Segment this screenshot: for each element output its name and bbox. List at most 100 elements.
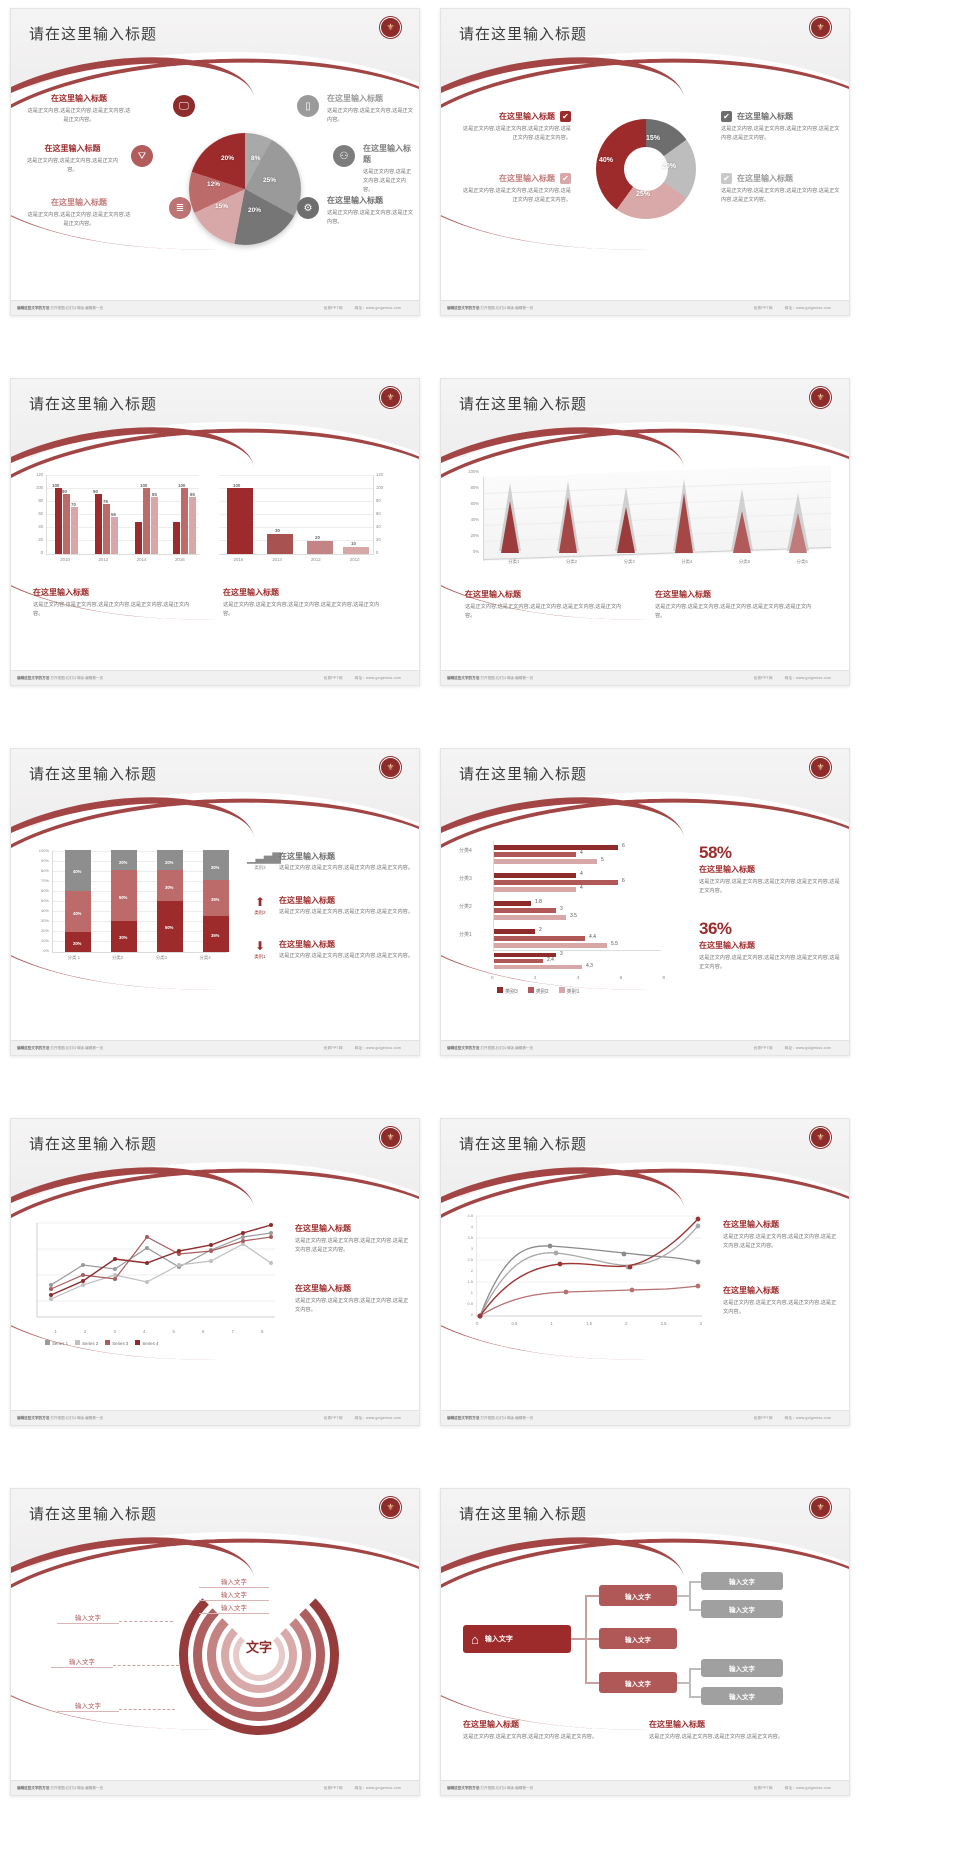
caption-body: 这是正文内容,这是正文内容,这是正文内容,这是正文内容。 — [295, 1298, 409, 1314]
slide-footer: 编辑这些文字的方法:打开视图-幻灯片母版-编辑第一页 优秀PPT网 网址：www… — [441, 300, 849, 315]
footer-left: 编辑这些文字的方法:打开视图-幻灯片母版-编辑第一页 — [447, 1785, 534, 1790]
leaf-node[interactable]: 输入文字 — [701, 1600, 783, 1618]
block-body: 这是正文内容,这是正文内容,这是正文内容,这是正文内容,这是正文内容。 — [721, 188, 840, 204]
x-tick: 8 — [261, 1329, 264, 1334]
caption-body: 这是正文内容,这是正文内容,这是正文内容,这是正文内容,这是正文内容。 — [723, 1234, 837, 1250]
caption-body: 这是正文内容,这是正文内容,这是正文内容,这是正文内容,这是正文内容。 — [295, 1238, 409, 1254]
x-tick: 分类3 — [623, 559, 635, 564]
stat-heading: 在这里输入标题 — [699, 865, 755, 874]
footer-left: 编辑这些文字的方法:打开视图-幻灯片母版-编辑第一页 — [17, 305, 104, 310]
footer-url: 网址：www.gclgenius.com — [354, 1785, 401, 1790]
cone-chart: 100% 80% 60% 40% 20% 0% — [459, 464, 831, 577]
slide-17[interactable]: 请在这里输入标题 ⚜ 6 4 5 4 6 4 — [440, 748, 850, 1056]
caption-heading: 在这里输入标题 — [723, 1286, 779, 1295]
root-label: 输入文字 — [484, 1636, 513, 1643]
slide-footer: 编辑这些文字的方法:打开视图-幻灯片母版-编辑第一页 优秀PPT网 网址：www… — [11, 670, 419, 685]
x-tick: 分类3 — [155, 955, 167, 960]
root-node[interactable]: ⌂ 输入文字 — [463, 1625, 571, 1653]
block-heading: 在这里输入标题 — [737, 112, 793, 121]
check-icon: ✔ — [721, 173, 732, 184]
car-icon: ⛛ — [131, 145, 153, 167]
caption-heading: 在这里输入标题 — [33, 588, 89, 597]
x-tick: 7 — [231, 1329, 234, 1334]
legend-item: 类别2 — [527, 987, 549, 995]
page-title: 请在这里输入标题 — [459, 1136, 588, 1153]
caption-body: 这是正文内容,这是正文内容,这是正文内容,这是正文内容,这是正文内容。 — [655, 604, 812, 620]
mid-node[interactable]: 输入文字 — [599, 1628, 677, 1649]
slide-footer: 编辑这些文字的方法:打开视图-幻灯片母版-编辑第一页 优秀PPT网 网址：www… — [441, 1040, 849, 1055]
university-crest-icon: ⚜ — [810, 1127, 831, 1148]
footer-url: 网址：www.gclgenius.com — [354, 1045, 401, 1050]
single-bar-chart: 100 30 20 10 120 100 80 60 40 20 0 2016 … — [219, 472, 399, 570]
caption-heading: 在这里输入标题 — [223, 588, 279, 597]
ring-label: 输入文字 — [57, 1699, 119, 1712]
legend-item: Series 2 — [75, 1340, 98, 1346]
leaf-node[interactable]: 输入文字 — [701, 1687, 783, 1705]
x-tick: 4 — [576, 975, 580, 980]
stat-body: 这是正文内容,这是正文内容,这是正文内容,这是正文内容,这是正文内容。 — [699, 879, 840, 895]
slide-header — [441, 379, 849, 457]
y-tick: 分类3 — [459, 876, 472, 882]
caption-body: 这是正文内容,这是正文内容,这是正文内容,这是正文内容。 — [463, 1734, 598, 1740]
leaf-node-label: 输入文字 — [729, 1607, 755, 1614]
smooth-line-chart: 4.5 4 3.5 3 2.5 2 1.5 1 0.5 0 — [467, 1213, 702, 1326]
mid-node[interactable]: 输入文字 — [599, 1585, 677, 1606]
slide-15[interactable]: 请在这里输入标题 ⚜ 100% 80% 60% 40% 20% 0% — [440, 378, 850, 686]
x-tick: 2016 — [233, 557, 244, 562]
line-chart-svg — [36, 1222, 275, 1318]
donut-label: 40% — [599, 157, 614, 164]
arrow-down-icon: ⬇ — [254, 939, 266, 953]
pie-chart: 8% 25% 20% 15% 12% 20% — [189, 133, 301, 245]
footer-left: 编辑这些文字的方法:打开视图-幻灯片母版-编辑第一页 — [447, 675, 534, 680]
x-tick: 2014 — [136, 557, 147, 562]
x-tick: 分类4 — [681, 559, 693, 564]
caption-body: 这是正文内容,这是正文内容,这是正文内容,这是正文内容,这是正文内容。 — [223, 602, 380, 618]
caption-heading: 在这里输入标题 — [463, 1720, 519, 1729]
block-body: 这是正文内容,这是正文内容,这是正文内容。 — [363, 169, 412, 194]
leaf-node[interactable]: 输入文字 — [701, 1572, 783, 1590]
block-heading: 在这里输入标题 — [737, 174, 793, 183]
slide-19[interactable]: 请在这里输入标题 ⚜ 4.5 4 3.5 3 2.5 2 1.5 1 0.5 0 — [440, 1118, 850, 1426]
university-crest-icon: ⚜ — [380, 1497, 401, 1518]
stat-heading: 在这里输入标题 — [699, 941, 755, 950]
leaf-node[interactable]: 输入文字 — [701, 1659, 783, 1677]
arrow-up-icon: ⬆ — [254, 895, 266, 909]
pie-label: 25% — [263, 177, 277, 184]
block-heading: 在这里输入标题 — [279, 896, 335, 905]
footer-site: 优秀PPT网 — [753, 1415, 773, 1420]
mid-node-label: 输入文字 — [625, 1680, 651, 1688]
concentric-rings-chart: 文字 — [179, 1575, 339, 1755]
slide-12[interactable]: 请在这里输入标题 ⚜ 在这里输入标题 这是正文内容,这是正文内容,这是正文内容,… — [10, 8, 420, 316]
check-icon: ✔ — [560, 173, 571, 184]
legend-item: Series 4 — [135, 1340, 158, 1346]
university-crest-icon: ⚜ — [810, 1497, 831, 1518]
footer-url: 网址：www.gclgenius.com — [784, 1045, 831, 1050]
slide-20[interactable]: 请在这里输入标题 ⚜ 文字 输入文字 输入文字 输入文字 输入文字 — [10, 1488, 420, 1796]
slide-13[interactable]: 请在这里输入标题 ⚜ 在这里输入标题 ✔ 这是正文内容,这是正文内容,这是正文内… — [440, 8, 850, 316]
footer-url: 网址：www.gclgenius.com — [784, 675, 831, 680]
slide-14[interactable]: 请在这里输入标题 ⚜ 120 100 80 60 40 20 0 — [10, 378, 420, 686]
block-heading: 在这里输入标题 — [499, 174, 555, 183]
block-heading: 在这里输入标题 — [327, 196, 383, 205]
x-tick: 分类5 — [738, 559, 751, 564]
monitor-icon: 🖵 — [173, 95, 195, 117]
page-title: 请在这里输入标题 — [29, 1506, 158, 1523]
slide-18[interactable]: 请在这里输入标题 ⚜ — [10, 1118, 420, 1426]
footer-left: 编辑这些文字的方法:打开视图-幻灯片母版-编辑第一页 — [17, 1045, 104, 1050]
slide-header — [441, 749, 849, 827]
series-label: 类别3 — [254, 865, 266, 870]
x-tick: 2012 — [310, 557, 321, 562]
mid-node[interactable]: 输入文字 — [599, 1672, 677, 1693]
x-tick: 分类2 — [565, 559, 578, 564]
donut-label: 25% — [636, 191, 651, 198]
pie-label: 20% — [248, 207, 262, 214]
slide-header — [11, 749, 419, 827]
footer-site: 优秀PPT网 — [323, 675, 343, 680]
slide-header — [441, 1119, 849, 1197]
binoculars-icon: ⚇ — [333, 145, 355, 167]
slide-21[interactable]: 请在这里输入标题 ⚜ ⌂ 输入文字 输入文字 输入文字 输入文字 — [440, 1488, 850, 1796]
check-icon: ✔ — [560, 111, 571, 122]
block-body: 这是正文内容,这是正文内容,这是正文内容,这是正文内容。 — [279, 865, 414, 871]
caption-heading: 在这里输入标题 — [723, 1220, 779, 1229]
slide-16[interactable]: 请在这里输入标题 ⚜ 100% 90% 80% 70% 60% 50% 40% … — [10, 748, 420, 1056]
